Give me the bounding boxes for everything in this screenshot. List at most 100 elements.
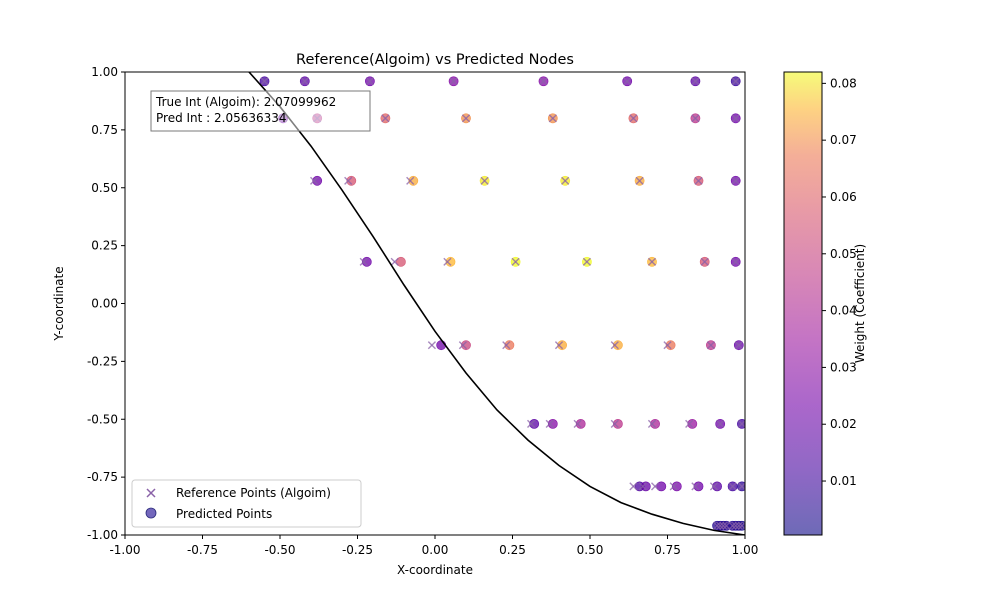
predicted-point bbox=[346, 175, 357, 186]
reference-point bbox=[651, 482, 660, 491]
colorbar-ticks: 0.01 0.02 0.03 0.04 0.05 0.06 0.07 0.08 bbox=[822, 76, 857, 488]
reference-point bbox=[647, 257, 657, 266]
legend-label-reference: Reference Points (Algoim) bbox=[176, 486, 331, 500]
reference-point bbox=[737, 419, 745, 428]
legend-marker-predicted-icon bbox=[145, 507, 157, 519]
reference-point bbox=[443, 257, 452, 266]
predicted-point bbox=[547, 418, 558, 429]
reference-point bbox=[685, 419, 694, 428]
colorbar-tick-label: 0.06 bbox=[830, 190, 857, 204]
predicted-point bbox=[408, 175, 419, 186]
reference-point bbox=[573, 419, 582, 428]
predicted-point bbox=[613, 340, 623, 351]
reference-point bbox=[734, 341, 743, 350]
colorbar-tick-label: 0.07 bbox=[830, 133, 857, 147]
predicted-point bbox=[650, 418, 660, 429]
legend-frame bbox=[131, 479, 362, 528]
reference-point bbox=[731, 521, 740, 530]
annotation-true-int: True Int (Algoim): 2.07099962 bbox=[155, 95, 336, 109]
predicted-point bbox=[461, 340, 471, 351]
colorbar-tick-label: 0.03 bbox=[830, 360, 857, 374]
x-tick-label: -0.25 bbox=[342, 543, 373, 557]
reference-point bbox=[582, 257, 591, 266]
reference-point bbox=[694, 176, 703, 185]
x-tick-label: 0.25 bbox=[499, 543, 526, 557]
reference-point bbox=[629, 114, 638, 123]
reference-point bbox=[700, 257, 709, 266]
predicted-point bbox=[687, 418, 698, 429]
predicted-point bbox=[665, 340, 676, 351]
annotation-box: True Int (Algoim): 2.07099962 Pred Int :… bbox=[150, 90, 371, 132]
reference-point bbox=[480, 176, 489, 185]
y-axis-label: Y-coordinate bbox=[52, 266, 66, 341]
y-tick-label: 1.00 bbox=[91, 65, 118, 79]
reference-point bbox=[663, 341, 672, 350]
legend-marker-reference-icon bbox=[146, 488, 156, 498]
reference-point bbox=[713, 521, 722, 530]
y-tick-label: -0.75 bbox=[87, 470, 118, 484]
y-tick-label: -0.25 bbox=[87, 354, 118, 368]
y-tick-label: 0.25 bbox=[91, 239, 118, 253]
chart-title: Reference(Algoim) vs Predicted Nodes bbox=[296, 52, 574, 68]
predicted-point bbox=[395, 256, 406, 267]
reference-point bbox=[728, 521, 737, 530]
reference-point bbox=[260, 77, 269, 86]
reference-point bbox=[359, 257, 368, 266]
predicted-point bbox=[712, 481, 722, 492]
predicted-point bbox=[671, 481, 682, 492]
predicted-point bbox=[613, 418, 623, 429]
predicted-point bbox=[693, 481, 704, 492]
predicted-point bbox=[656, 481, 667, 492]
reference-point bbox=[638, 482, 647, 491]
colorbar-tick-label: 0.04 bbox=[830, 304, 857, 318]
reference-point bbox=[310, 176, 319, 185]
reference-point bbox=[406, 176, 415, 185]
y-tick-label: 0.00 bbox=[91, 297, 118, 311]
plot-frame bbox=[124, 71, 746, 536]
predicted-point bbox=[529, 418, 540, 429]
y-tick-label: -1.00 bbox=[87, 528, 118, 542]
points-layer bbox=[259, 76, 745, 531]
reference-point bbox=[647, 419, 657, 428]
reference-point bbox=[539, 77, 548, 86]
x-tick-label: 0.00 bbox=[422, 543, 449, 557]
reference-point bbox=[548, 114, 557, 123]
colorbar-label: Weight (Coefficient) bbox=[853, 244, 867, 363]
annotation-pred-int: Pred Int : 2.05636334 bbox=[156, 111, 287, 125]
reference-point bbox=[344, 176, 353, 185]
x-tick-label: 1.00 bbox=[732, 543, 759, 557]
x-tick-label: -0.75 bbox=[187, 543, 218, 557]
reference-point bbox=[731, 114, 740, 123]
reference-point bbox=[706, 341, 715, 350]
x-tick-label: 0.75 bbox=[654, 543, 681, 557]
reference-point bbox=[365, 77, 374, 86]
reference-point bbox=[691, 114, 700, 123]
reference-point bbox=[709, 482, 719, 491]
reference-point bbox=[691, 77, 700, 86]
colorbar-tick-label: 0.02 bbox=[830, 417, 857, 431]
legend: Reference Points (Algoim) Predicted Poin… bbox=[131, 479, 362, 528]
reference-point bbox=[691, 482, 700, 491]
reference-point bbox=[561, 176, 570, 185]
predicted-point bbox=[361, 256, 372, 267]
y-tick-label: -0.50 bbox=[87, 412, 118, 426]
reference-point bbox=[610, 341, 619, 350]
x-tick-label: -1.00 bbox=[109, 543, 140, 557]
reference-point bbox=[731, 257, 740, 266]
x-axis-ticks: -1.00 -0.75 -0.50 -0.25 0.00 0.25 0.50 0.75 1.00 bbox=[109, 535, 758, 557]
legend-label-predicted: Predicted Points bbox=[176, 507, 272, 521]
colorbar-gradient bbox=[783, 71, 823, 536]
predicted-point bbox=[445, 256, 456, 267]
boundary-curve bbox=[248, 72, 745, 535]
reference-point bbox=[300, 77, 309, 86]
reference-point bbox=[427, 341, 436, 350]
x-tick-label: 0.50 bbox=[577, 543, 604, 557]
reference-point bbox=[737, 521, 745, 530]
reference-point bbox=[458, 341, 467, 350]
reference-point bbox=[734, 521, 743, 530]
reference-point bbox=[623, 77, 632, 86]
predicted-point bbox=[312, 175, 323, 186]
predicted-point bbox=[504, 340, 515, 351]
x-tick-label: -0.50 bbox=[264, 543, 295, 557]
